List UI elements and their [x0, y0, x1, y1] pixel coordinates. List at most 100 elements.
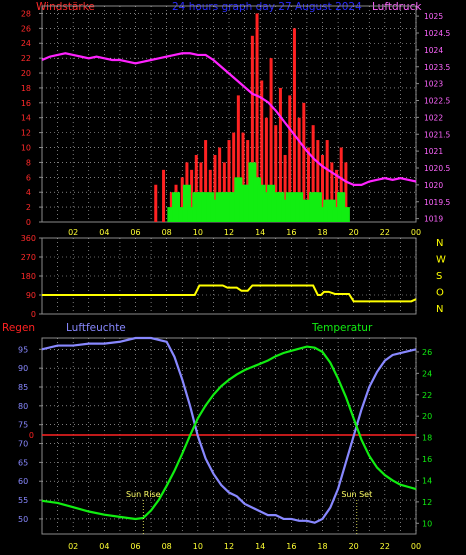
- x-tick-label: 16: [286, 542, 296, 551]
- temperature-tick-label: 10: [422, 519, 432, 528]
- wind-gust-bar: [321, 154, 324, 222]
- wind-mean-bar: [299, 199, 308, 222]
- pressure-line: [41, 52, 417, 186]
- wind-mean-bar: [220, 192, 229, 222]
- wind-mean-bar: [234, 177, 243, 222]
- wind-gust-bar: [213, 154, 217, 222]
- wind-mean-bar: [225, 192, 233, 222]
- x-tick-label: 18: [317, 228, 327, 237]
- wind-x-ticks: 02 04 06 08 10 12 14 16 18 20 22 00: [68, 228, 421, 237]
- temperature-tick-label: 18: [422, 434, 432, 443]
- wind-mean-bar: [210, 199, 219, 222]
- x-tick-label: 12: [224, 228, 234, 237]
- humidity-x-ticks: 02 04 06 08 10 12 14 16 18 20 22 00: [68, 542, 421, 551]
- wind-mean-bar: [262, 192, 271, 222]
- humidity-tick-label: 60: [18, 477, 28, 486]
- wind-tick-label: 10: [21, 144, 31, 153]
- wind-tick-label: 22: [21, 54, 31, 63]
- temperature-tick-label: 26: [422, 348, 432, 357]
- wind-mean-bar: [295, 192, 304, 222]
- direction-series: [42, 284, 417, 303]
- wind-gust-bar: [260, 80, 264, 222]
- wind-mean-bar: [172, 192, 181, 222]
- pressure-tick-label: 1023: [424, 80, 443, 89]
- compass-label: O: [436, 288, 444, 299]
- wind-mean-bar: [309, 192, 318, 222]
- wind-axis-title: Windstärke: [36, 1, 95, 13]
- wind-mean-bar: [215, 192, 224, 222]
- wind-mean-bar: [327, 199, 336, 222]
- wind-mean-bar: [206, 192, 215, 222]
- x-tick-label: 06: [130, 228, 140, 237]
- x-tick-label: 20: [349, 542, 359, 551]
- wind-mean-bar: [182, 184, 191, 222]
- chart-title: 24 hours graph day 27 August 2024: [172, 1, 362, 13]
- wind-mean-bar: [257, 184, 266, 222]
- wind-gust-bar: [302, 102, 306, 222]
- pressure-series: [41, 52, 417, 186]
- x-tick-label: 14: [255, 542, 265, 551]
- wind-gust-bar: [325, 140, 329, 222]
- wind-gust-bar: [246, 140, 250, 222]
- wind-gust-bar: [241, 132, 245, 222]
- direction-tick-label: 90: [26, 291, 36, 300]
- direction-tick-label: 360: [21, 234, 36, 243]
- wind-gust-bar: [236, 95, 240, 222]
- pressure-axis-title: Luftdruck: [372, 1, 422, 13]
- wind-gust-bar: [180, 177, 184, 222]
- sun-annotations: Sun Rise Sun Set: [126, 490, 372, 534]
- wind-tick-label: 26: [21, 24, 31, 33]
- wind-mean-bar: [178, 207, 187, 222]
- compass-label: W: [436, 255, 446, 266]
- temperature-tick-label: 12: [422, 498, 432, 507]
- wind-pressure-panel: Windstärke 24 hours graph day 27 August …: [21, 1, 451, 237]
- pressure-ticks: 1019 1019.5 1020 1020.5 1021 1021.5 1022 1022.5…: [416, 12, 450, 224]
- wind-tick-label: 8: [26, 158, 31, 167]
- wind-gust-bar: [250, 35, 254, 222]
- wind-mean-bar: [267, 184, 276, 222]
- wind-mean-bar: [253, 177, 262, 222]
- x-tick-label: 06: [130, 542, 140, 551]
- wind-gust-bar: [335, 169, 339, 222]
- wind-gust-bar: [154, 184, 158, 222]
- wind-gust-bar: [190, 169, 194, 222]
- x-tick-label: 22: [380, 542, 390, 551]
- wind-mean-bars: [167, 162, 350, 222]
- humidity-tick-label: 75: [18, 421, 28, 430]
- compass-label: N: [436, 238, 443, 249]
- temperature-tick-label: 20: [422, 412, 432, 421]
- wind-gust-bar: [255, 13, 259, 223]
- wind-mean-bar: [341, 207, 350, 222]
- humidity-temperature-panel: Regen Luftfeuchte Temperatur 0 Sun Rise S…: [2, 322, 432, 551]
- wind-mean-bar: [332, 207, 341, 222]
- pressure-tick-label: 1020.5: [424, 164, 450, 173]
- wind-mean-bar: [239, 184, 248, 222]
- wind-mean-bar: [304, 199, 313, 222]
- wind-tick-label: 12: [21, 129, 31, 138]
- wind-tick-label: 28: [21, 9, 31, 18]
- humidity-tick-label: 90: [18, 364, 28, 373]
- temperature-tick-label: 16: [422, 455, 432, 464]
- wind-gust-bar: [344, 162, 348, 222]
- wind-gust-bar: [297, 117, 301, 222]
- x-tick-label: 00: [411, 542, 421, 551]
- humidity-tick-label: 95: [18, 345, 28, 354]
- wind-mean-bar: [187, 207, 196, 222]
- wind-gust-bar: [339, 147, 343, 222]
- wind-mean-bar: [229, 192, 238, 222]
- wind-mean-bar: [243, 184, 252, 222]
- x-tick-label: 00: [411, 228, 421, 237]
- compass-label: S: [436, 271, 442, 282]
- direction-tick-label: 180: [21, 272, 36, 281]
- wind-gust-bar: [232, 132, 236, 222]
- wind-mean-bar: [201, 192, 210, 222]
- wind-gust-bar: [288, 95, 292, 222]
- wind-mean-bar: [337, 192, 346, 222]
- x-tick-label: 18: [317, 542, 327, 551]
- wind-mean-bar: [167, 207, 176, 222]
- wind-gust-bar: [311, 125, 315, 222]
- temperature-axis-title: Temperatur: [311, 322, 373, 334]
- wind-tick-label: 16: [21, 99, 31, 108]
